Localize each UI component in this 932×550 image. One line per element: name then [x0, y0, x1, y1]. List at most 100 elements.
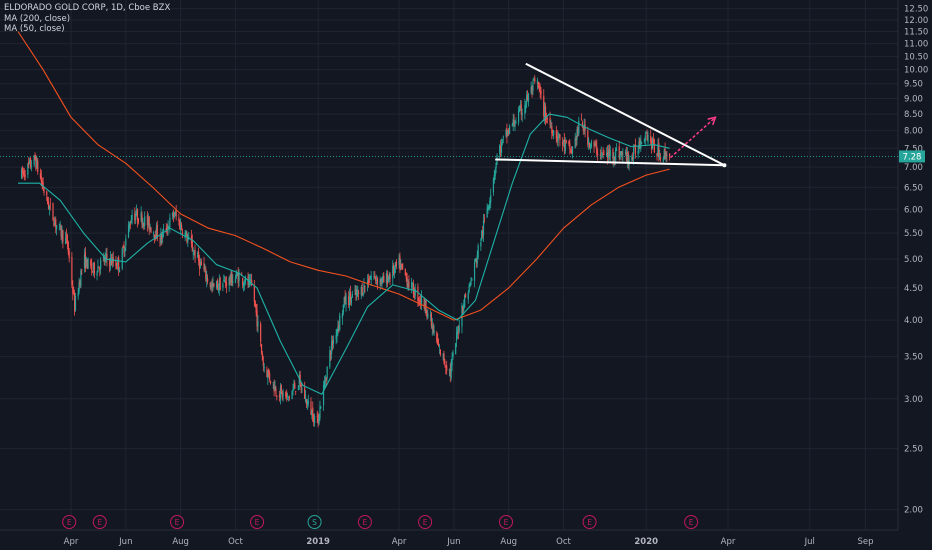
candle-body	[362, 293, 364, 296]
earnings-marker[interactable]	[499, 515, 514, 529]
candle-body	[358, 292, 360, 294]
candle-body	[349, 292, 351, 306]
candle-body	[60, 225, 62, 237]
candle-body	[243, 284, 246, 286]
candle-body	[106, 254, 108, 260]
candle-body	[399, 256, 401, 271]
grid	[0, 0, 898, 530]
candle-body	[538, 87, 540, 89]
price-tick-label: 4.00	[904, 316, 923, 326]
price-tick-label: 2.00	[904, 506, 923, 516]
price-tick-label: 3.00	[904, 395, 923, 405]
earnings-marker[interactable]	[357, 515, 372, 529]
candle-body	[427, 313, 429, 318]
earnings-marker[interactable]	[62, 515, 77, 529]
candle-body	[595, 142, 597, 146]
candle-body	[301, 388, 303, 390]
candle-body	[417, 286, 419, 302]
candle-body	[555, 130, 557, 139]
ma50-line[interactable]	[18, 113, 670, 395]
candle-body	[136, 209, 139, 221]
candle-body	[564, 142, 566, 151]
breakout-arrow[interactable]	[669, 116, 716, 159]
candle-body	[502, 136, 504, 138]
candle-body	[537, 82, 539, 88]
candle-body	[187, 238, 189, 242]
candle-body	[514, 124, 516, 127]
candle-body	[244, 276, 246, 284]
candle-body	[486, 209, 488, 218]
candle-body	[539, 86, 541, 94]
candle-body	[181, 231, 184, 236]
event-marker-label: S	[312, 518, 317, 527]
ma200-line[interactable]	[17, 31, 670, 321]
candle-body	[304, 396, 307, 402]
candle-body	[71, 257, 73, 286]
candle-body	[597, 154, 599, 155]
candle-body	[490, 195, 492, 203]
candle-body	[475, 260, 477, 263]
candle-body	[450, 364, 452, 378]
candle-body	[659, 155, 661, 160]
candle-body	[83, 254, 86, 268]
candle-body	[433, 329, 435, 334]
candle-body	[499, 145, 501, 154]
candle-body	[402, 263, 404, 270]
candle-body	[218, 280, 220, 291]
candle-body	[65, 237, 67, 245]
earnings-marker[interactable]	[250, 515, 265, 529]
split-marker[interactable]	[307, 515, 322, 529]
earnings-marker[interactable]	[684, 515, 699, 529]
earnings-marker[interactable]	[92, 515, 107, 529]
ma50-legend[interactable]: MA (50, close)	[4, 24, 65, 34]
candle-body	[275, 388, 277, 395]
price-tick-label: 7.50	[904, 144, 923, 154]
candle-body	[601, 152, 603, 154]
candle-body	[575, 138, 577, 141]
time-axis[interactable]: Apr Jun Aug Oct 2019 Apr Jun Aug Oct 2020 Apr Jul Se…	[64, 537, 874, 547]
earnings-marker[interactable]	[418, 515, 433, 529]
ma200-legend[interactable]: MA (200, close)	[4, 13, 71, 24]
time-tick-label: Aug	[500, 537, 517, 547]
symbol-title[interactable]: ELDORADO GOLD CORP, 1D, Cboe BZX	[4, 3, 171, 13]
trendline-apex-handle[interactable]	[722, 163, 727, 168]
candle-body	[49, 203, 51, 205]
candle-body	[307, 400, 309, 405]
candle-body	[631, 156, 633, 161]
candle-body	[366, 280, 369, 285]
candle-body	[587, 130, 589, 145]
earnings-marker[interactable]	[170, 515, 185, 529]
candle-body	[311, 409, 313, 416]
candle-body	[48, 205, 51, 210]
candle-body	[429, 315, 432, 317]
candle-body	[53, 221, 55, 226]
lower-trendline[interactable]	[495, 158, 725, 167]
candle-body	[322, 385, 325, 406]
candle-body	[398, 258, 400, 265]
candle-body	[282, 393, 284, 397]
candle-body	[437, 343, 440, 347]
candle-body	[217, 287, 219, 289]
candle-body	[67, 242, 69, 253]
candle-body	[97, 266, 99, 273]
candle-body	[268, 369, 270, 375]
candle-body	[305, 399, 308, 406]
candle-body	[34, 155, 36, 160]
candle-body	[373, 276, 375, 278]
earnings-marker[interactable]	[582, 515, 597, 529]
candle-body	[360, 286, 362, 296]
candle-body	[545, 118, 548, 120]
candle-body	[203, 263, 205, 270]
candle-body	[72, 286, 74, 294]
candle-body	[550, 126, 552, 128]
candle-body	[368, 281, 370, 283]
upper-trendline[interactable]	[525, 62, 725, 167]
price-tick-label: 7.00	[904, 163, 923, 173]
candle-body	[141, 214, 143, 225]
candle-body	[581, 122, 583, 128]
event-marker-label: E	[97, 518, 102, 527]
